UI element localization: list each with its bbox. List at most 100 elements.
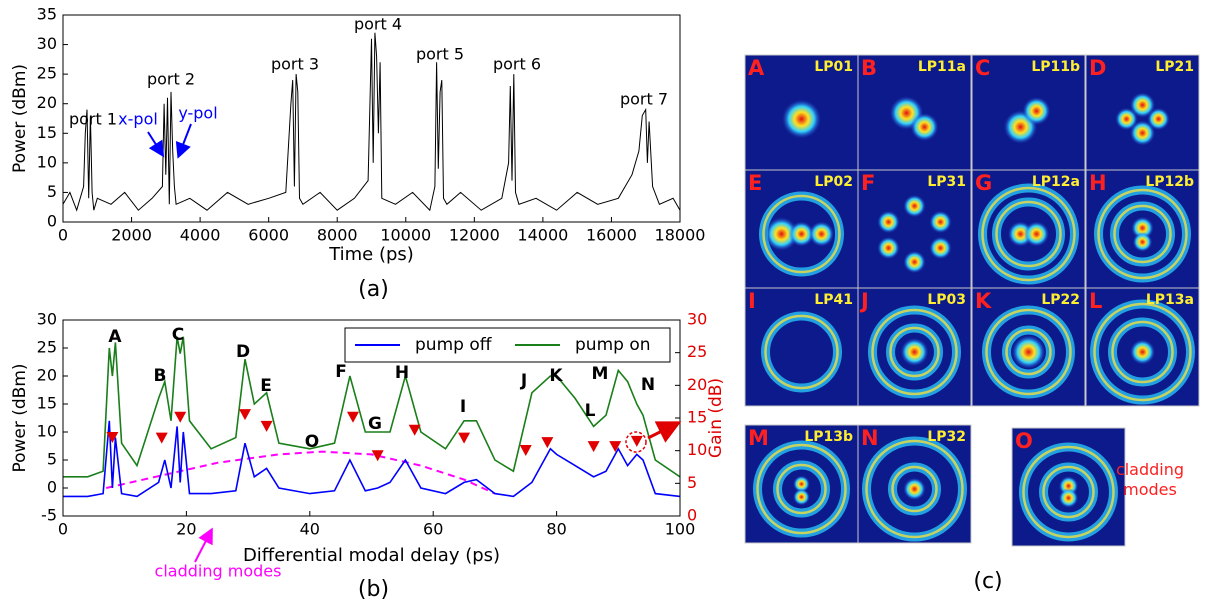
tile-letter: L	[1089, 289, 1102, 313]
tile-letter: J	[859, 289, 869, 313]
y2-tick-label: 25	[687, 342, 707, 361]
tile-mode: LP12a	[1032, 174, 1080, 190]
x-tick-label: 8000	[317, 226, 358, 245]
y2-tick-label: 5	[687, 473, 697, 492]
data-line	[63, 336, 680, 478]
mode-blob	[788, 221, 815, 247]
tile-letter: G	[975, 171, 992, 195]
y2-tick-label: 0	[687, 506, 697, 525]
mode-blob	[903, 477, 926, 501]
tile-mode: LP02	[814, 174, 853, 190]
annotation: M	[592, 364, 609, 384]
y2-tick-label: 20	[687, 375, 707, 394]
mode-blob	[781, 99, 822, 139]
tile-letter: M	[748, 426, 769, 450]
gain-marker	[541, 437, 554, 449]
y-tick-label: 35	[37, 5, 57, 24]
x-tick-label: 60	[423, 520, 443, 539]
annotation: H	[395, 363, 409, 383]
mode-ring-core	[865, 439, 964, 539]
mode-ring-core	[1093, 302, 1192, 402]
mode-blob	[808, 221, 835, 247]
mode-ring-core	[891, 465, 938, 513]
y-tick-label: 15	[37, 123, 57, 142]
mode-tile: E LP02	[744, 169, 859, 289]
annotation: N	[641, 375, 655, 395]
panel-label: (b)	[358, 577, 389, 602]
mode-blob	[1131, 216, 1154, 240]
mode-ring-core	[1113, 204, 1172, 264]
x-tick-label: 40	[300, 520, 320, 539]
plot-frame	[62, 319, 681, 517]
legend-label: pump on	[575, 335, 651, 355]
annotation: I	[460, 397, 466, 417]
mode-blob	[1022, 97, 1051, 125]
mode-tile: K LP22	[971, 287, 1086, 407]
mode-tile: A LP01	[744, 54, 859, 174]
mode-ring-core	[1111, 320, 1174, 384]
tile-letter: H	[1089, 171, 1107, 195]
mode-ring-core	[889, 326, 940, 378]
annotation: J	[520, 371, 527, 391]
y-tick-label: 5	[47, 450, 57, 469]
mode-tile: J LP03	[857, 287, 972, 407]
tile-mode: LP41	[814, 292, 853, 308]
tile-mode: LP31	[927, 174, 966, 190]
y-tick-label: 25	[37, 338, 57, 357]
y-tick-label: 20	[37, 366, 57, 385]
x-tick-label: 100	[665, 520, 696, 539]
annotation: port 3	[271, 55, 319, 74]
mode-tile: L LP13a	[1085, 287, 1200, 407]
arrow	[175, 123, 192, 159]
annotation-line: modes	[1123, 480, 1177, 499]
annotation: E	[260, 376, 272, 396]
mode-blob	[1132, 232, 1153, 252]
y2-axis-label: Gain (dB)	[706, 378, 726, 458]
tile-letter: K	[975, 289, 992, 313]
mode-ring-core	[776, 463, 827, 515]
mode-ring-core	[985, 308, 1072, 396]
mode-blob	[900, 338, 929, 366]
gain-marker	[106, 431, 119, 443]
mode-ring-core	[1042, 465, 1095, 519]
gain-marker	[519, 445, 532, 457]
tile-letter: I	[748, 289, 756, 313]
annotation: G	[368, 414, 382, 434]
highlight-circle	[625, 431, 647, 453]
mode-ring-core	[1022, 445, 1115, 539]
annotation-line: cladding	[1116, 460, 1184, 479]
y-tick-label: 30	[37, 310, 57, 329]
mode-tile: M LP13b	[744, 424, 859, 544]
x-tick-label: 4000	[180, 226, 221, 245]
y-tick-label: 30	[37, 34, 57, 53]
annotation: port 6	[493, 55, 541, 74]
annotation: K	[549, 366, 563, 386]
data-line	[63, 32, 680, 212]
tile-mode: LP03	[927, 292, 966, 308]
tile-letter: O	[1015, 429, 1033, 453]
tile-letter: C	[975, 56, 990, 80]
x-tick-label: 20	[176, 520, 196, 539]
arrow	[147, 131, 165, 158]
mode-blob	[877, 210, 900, 234]
mode-annotation: cladding modes	[1116, 460, 1184, 499]
data-line	[63, 420, 680, 498]
mode-blob	[1129, 339, 1156, 365]
mode-blob	[1058, 488, 1079, 508]
tile-letter: B	[861, 56, 877, 80]
arrow	[194, 527, 213, 563]
y-axis-label: Power (dBm)	[10, 64, 30, 173]
mode-ring-core	[1005, 328, 1052, 376]
y2-tick-label: 30	[687, 310, 707, 329]
y-tick-label: 20	[37, 93, 57, 112]
y-tick-label: 10	[37, 422, 57, 441]
mode-tile: O	[1011, 427, 1126, 547]
x-tick-label: 6000	[248, 226, 289, 245]
gain-marker	[239, 409, 252, 421]
mode-ring-core	[762, 194, 841, 274]
panel-label: (a)	[358, 277, 389, 302]
mode-ring-core	[981, 186, 1076, 282]
annotation: y-pol	[178, 104, 217, 123]
annotation: F	[335, 362, 347, 382]
tile-letter: N	[861, 426, 879, 450]
